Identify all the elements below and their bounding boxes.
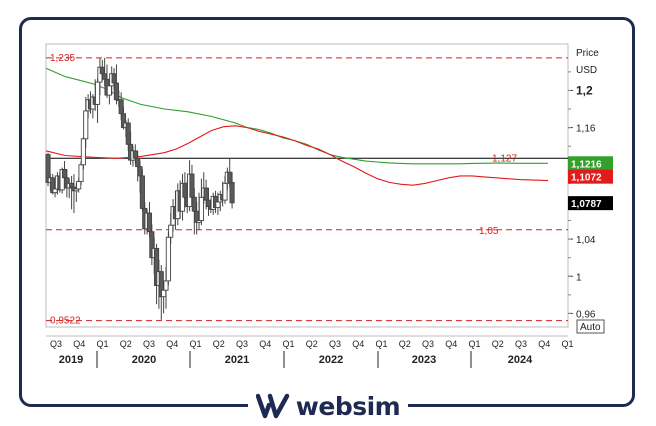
x-quarter-label: Q1: [561, 339, 573, 349]
candle-up: [215, 201, 221, 208]
y-tick-label: 1,16: [576, 124, 596, 135]
x-quarter-label: Q4: [259, 339, 271, 349]
candle-down: [125, 122, 131, 145]
x-quarter-label: Q3: [422, 339, 434, 349]
websim-logo-text: websim: [295, 391, 401, 421]
price-tag-label: 1,1072: [571, 173, 602, 184]
candle-up: [161, 289, 167, 298]
candle-down: [118, 99, 124, 115]
level-label: 1,05: [479, 226, 499, 237]
candle-up: [106, 85, 112, 96]
x-quarter-label: Q4: [166, 339, 178, 349]
x-quarter-label: Q3: [329, 339, 341, 349]
x-quarter-label: Q4: [445, 339, 457, 349]
x-quarter-label: Q3: [236, 339, 248, 349]
candle-up: [83, 110, 89, 140]
auto-button: [576, 319, 605, 334]
candle-down: [191, 196, 197, 212]
candle-down: [69, 182, 75, 188]
candle-down: [139, 175, 145, 209]
y-tick-label: 0,96: [576, 309, 596, 320]
candle-down: [111, 73, 117, 84]
x-quarter-label: Q3: [50, 339, 62, 349]
websim-logo-icon: [255, 393, 290, 419]
x-quarter-label: Q2: [306, 339, 318, 349]
price-tag: [568, 196, 613, 211]
price-tag-label: 1,0787: [571, 199, 602, 210]
candle-down: [61, 168, 68, 179]
x-quarter-label: Q4: [73, 339, 85, 349]
candle-down: [182, 182, 188, 198]
candle-up: [95, 81, 101, 105]
x-year-label: 2024: [508, 354, 533, 366]
candle-down: [132, 150, 138, 159]
candle-up: [76, 181, 82, 190]
x-quarter-label: Q3: [143, 339, 155, 349]
price-tag: [568, 169, 613, 184]
x-year-label: 2021: [225, 354, 249, 366]
x-quarter-label: Q1: [375, 339, 387, 349]
level-label: 1,235: [50, 53, 75, 64]
candle-down: [203, 187, 209, 201]
x-quarter-label: Q2: [492, 339, 504, 349]
candle-up: [78, 164, 84, 182]
plot-area: [45, 43, 569, 328]
x-year-label: 2020: [132, 354, 156, 366]
auto-label: Auto: [580, 322, 601, 333]
price-tag: [568, 156, 613, 171]
candle-down: [102, 73, 108, 80]
candle-down: [113, 82, 119, 101]
candle-down: [137, 166, 143, 177]
candle-up: [80, 138, 86, 166]
candle-down: [99, 66, 105, 75]
y-tick-label: 1: [576, 272, 582, 283]
moving-average-line: [45, 125, 549, 186]
x-quarter-label: Q4: [538, 339, 550, 349]
x-quarter-label: Q3: [515, 339, 527, 349]
candle-down: [146, 212, 153, 233]
y-tick-label: 1,04: [576, 235, 596, 246]
x-quarter-label: Q2: [213, 339, 225, 349]
x-quarter-label: Q2: [120, 339, 132, 349]
price-tag-label: 1,1216: [571, 159, 602, 170]
candle-up: [168, 224, 174, 238]
candle-down: [229, 181, 235, 204]
x-quarter-label: Q1: [189, 339, 201, 349]
x-quarter-label: Q1: [282, 339, 294, 349]
candle-down: [227, 171, 233, 183]
axis-unit: USD: [576, 65, 597, 76]
candle-down: [135, 157, 141, 168]
x-year-label: 2022: [319, 354, 343, 366]
y-tick-label: 1,2: [576, 83, 593, 97]
chart-frame: [19, 17, 635, 407]
candle-up: [52, 188, 58, 194]
candle-up: [165, 236, 171, 282]
candle-down: [189, 173, 195, 198]
level-label: 1,127: [492, 153, 517, 164]
x-year-label: 2023: [412, 354, 436, 366]
websim-logo: websim: [248, 388, 408, 424]
axis-title: Price: [576, 48, 599, 59]
level-label: 0,9522: [50, 316, 81, 327]
x-quarter-label: Q1: [96, 339, 108, 349]
candle-up: [222, 182, 228, 201]
candle-up: [163, 280, 169, 291]
candle-down: [205, 199, 212, 208]
x-quarter-label: Q2: [399, 339, 411, 349]
x-quarter-label: Q1: [468, 339, 480, 349]
x-year-label: 2019: [59, 354, 83, 366]
x-quarter-label: Q4: [352, 339, 364, 349]
candle-up: [198, 196, 204, 221]
